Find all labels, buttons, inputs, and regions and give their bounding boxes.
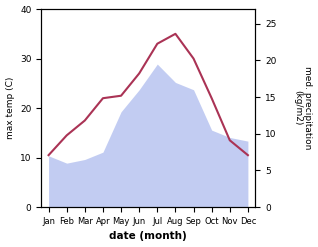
Y-axis label: med. precipitation
(kg/m2): med. precipitation (kg/m2) (293, 66, 313, 150)
Y-axis label: max temp (C): max temp (C) (5, 77, 15, 139)
X-axis label: date (month): date (month) (109, 231, 187, 242)
